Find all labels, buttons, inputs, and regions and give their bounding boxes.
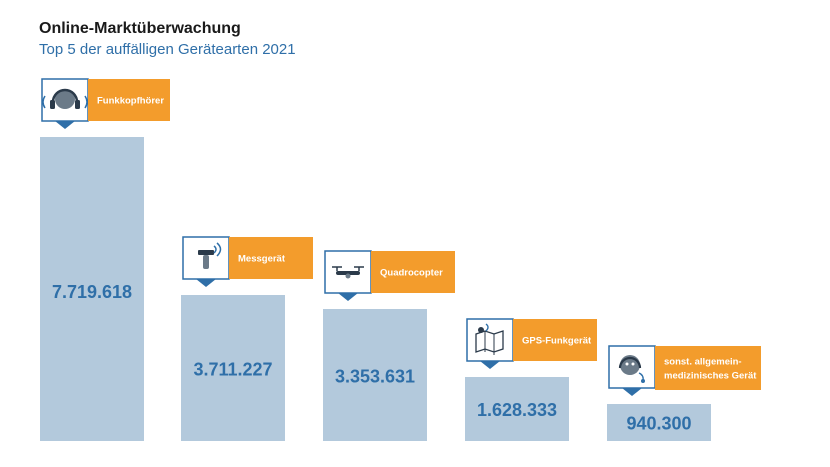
- category-marker: Funkkopfhörer: [41, 78, 170, 129]
- category-label-bg: [371, 251, 455, 293]
- pointer-arrow: [196, 279, 216, 287]
- bar-value-label: 3.711.227: [193, 359, 272, 379]
- category-label: sonst. allgemein-: [664, 357, 742, 368]
- category-marker: sonst. allgemein-medizinisches Gerät: [608, 345, 761, 396]
- category-label: Messgerät: [238, 254, 286, 265]
- gps-map-icon: [475, 323, 504, 355]
- bar: [607, 404, 711, 441]
- category-label-bg: [655, 346, 761, 390]
- pointer-arrow: [480, 361, 500, 369]
- pointer-arrow: [622, 388, 642, 396]
- bar: [323, 309, 427, 441]
- chart-subtitle: Top 5 der auffälligen Gerätearten 2021: [39, 41, 296, 58]
- bar: [40, 137, 144, 441]
- category-label-bg: [229, 237, 313, 279]
- category-label: Funkkopfhörer: [97, 96, 164, 107]
- category-marker: GPS-Funkgerät: [466, 318, 597, 369]
- bar-value-label: 940.300: [626, 414, 691, 434]
- category-marker: Messgerät: [182, 236, 313, 287]
- chart-title: Online-Marktüberwachung: [39, 20, 241, 37]
- bar-value-label: 3.353.631: [335, 366, 415, 386]
- icon-box: [466, 318, 514, 362]
- category-label-bg: [513, 319, 597, 361]
- bar: [465, 377, 569, 441]
- category-label: medizinisches Gerät: [664, 371, 757, 382]
- pointer-arrow: [55, 121, 75, 129]
- category-label-bg: [88, 79, 170, 121]
- bar: [181, 295, 285, 441]
- category-label: Quadrocopter: [380, 268, 443, 279]
- headphones-icon: [42, 88, 88, 109]
- bar-value-label: 1.628.333: [477, 400, 557, 420]
- bar-value-label: 7.719.618: [52, 282, 132, 302]
- category-label: GPS-Funkgerät: [522, 336, 592, 347]
- drone-icon: [332, 266, 364, 279]
- medical-head-icon: [618, 355, 645, 383]
- category-marker: Quadrocopter: [324, 250, 455, 301]
- measuring-device-icon: [198, 242, 222, 269]
- pointer-arrow: [338, 293, 358, 301]
